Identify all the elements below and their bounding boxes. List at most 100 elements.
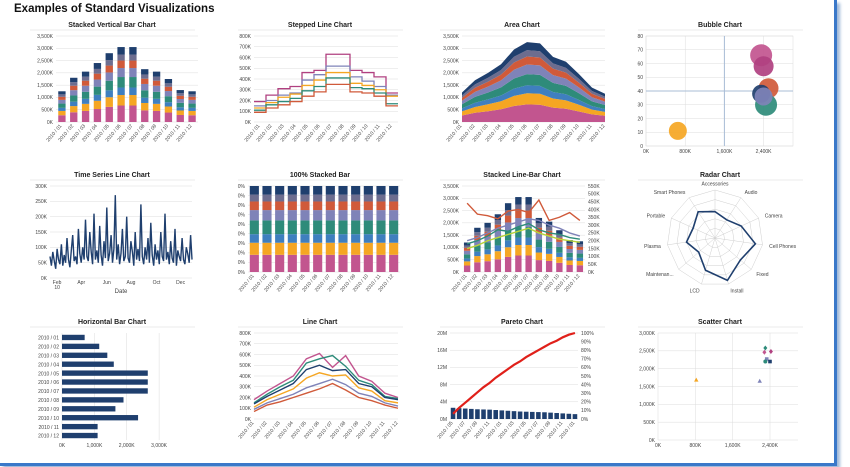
bar-segment — [105, 53, 113, 61]
bar-segment — [105, 65, 113, 73]
bar-segment — [474, 245, 481, 252]
bar-segment — [262, 234, 272, 243]
bar-segment — [363, 201, 373, 211]
bar-segment — [164, 91, 173, 97]
bar — [62, 379, 148, 385]
bar-segment — [287, 234, 297, 243]
radar-axis-label: Maintenan... — [646, 272, 674, 278]
bar-segment — [515, 237, 522, 246]
bar — [505, 410, 511, 419]
bar-segment — [275, 234, 285, 243]
bar-segment — [576, 265, 584, 272]
bar-segment — [376, 201, 386, 211]
x-tick-label: 2,000K — [119, 443, 136, 449]
bar-segment — [351, 210, 361, 221]
bar-segment — [129, 47, 137, 55]
bar-segment — [525, 255, 532, 272]
y-tick-label: 50% — [581, 374, 592, 380]
y-tick-label: 700K — [239, 342, 251, 348]
bar-segment — [576, 244, 584, 247]
y-tick-label: 0% — [238, 222, 246, 228]
x-tick-label: Apr — [77, 280, 85, 286]
bar-segment — [58, 107, 66, 111]
bar-segment — [545, 241, 553, 249]
y-tick-label: 0M — [440, 417, 447, 423]
bar-segment — [313, 194, 323, 202]
y-tick-label: 2010 / 07 — [38, 389, 59, 395]
radar-spoke — [667, 237, 716, 246]
bar-segment — [566, 252, 573, 258]
bar — [62, 423, 98, 430]
y-tick-label: 16M — [437, 348, 447, 354]
bar-segment — [129, 77, 137, 88]
bar-segment — [325, 186, 335, 195]
horizontal-bar-chart: Horizontal Bar Chart 0K 1,000K 2,000K 3,000K… — [30, 319, 195, 449]
bar-segment — [117, 60, 125, 69]
bar-segment — [300, 242, 310, 255]
y-tick-label: 1,500K — [443, 83, 460, 89]
bar-segment — [338, 210, 348, 221]
bar-segment — [70, 85, 78, 91]
pareto-chart: Pareto Chart 0M 4M 8M 12M 16M 20M 0% 10% 20% 30% 40… — [437, 319, 605, 440]
bar-segment — [566, 249, 573, 253]
radar-ring — [686, 208, 744, 266]
bar-segment — [249, 201, 259, 211]
bar-segment — [545, 226, 553, 231]
bar-segment — [93, 100, 102, 110]
bar-segment — [338, 234, 348, 243]
bar-segment — [287, 201, 297, 211]
bar-segment — [313, 186, 323, 195]
bar-segment — [188, 110, 196, 116]
chart-title: Stacked Vertical Bar Chart — [68, 22, 156, 29]
bar-segment — [58, 103, 66, 108]
bar-segment — [188, 99, 196, 104]
y-tick-label: 2,500K — [639, 349, 656, 355]
radar-axis-label: Cell Phones — [769, 244, 796, 250]
bar — [62, 397, 124, 403]
bar-segment — [249, 254, 259, 272]
bar-segment — [275, 210, 285, 221]
bar — [566, 413, 572, 419]
bar-segment — [325, 210, 335, 221]
radar-axis-label: Install — [730, 289, 743, 295]
bar — [560, 413, 566, 419]
bar-segment — [70, 101, 78, 107]
y-tick-label: 20 — [637, 116, 643, 122]
x-tick-label: Dec — [176, 280, 185, 286]
bar-segment — [376, 186, 386, 195]
y-tick-label: 400K — [588, 207, 600, 213]
bar-segment — [129, 60, 137, 69]
bar — [511, 411, 517, 419]
bar-segment — [129, 87, 137, 96]
x-tick-label: 2,400K — [756, 149, 773, 155]
y-tick-label: 12M — [437, 365, 447, 371]
scatter-chart: Scatter Chart 0K 500K 1,000K 1,500K 2,000K 2,5… — [638, 319, 803, 449]
chart-title: 100% Stacked Bar — [290, 172, 351, 179]
series-line — [254, 83, 398, 113]
y-tick-label: 3,000K — [37, 46, 54, 52]
x-tick-label: 1,000K — [86, 443, 103, 449]
bar-segment — [152, 71, 161, 77]
y-tick-label: 500K — [41, 108, 53, 114]
y-tick-label: 100K — [588, 254, 600, 260]
y-tick-label: 3,500K — [443, 184, 460, 190]
y-tick-label: 0K — [588, 270, 595, 276]
bar-segment — [275, 186, 285, 195]
cumulative-line — [452, 331, 576, 415]
bar-segment — [176, 93, 184, 96]
bar-segment — [576, 246, 584, 250]
y-tick-label: 0% — [238, 241, 246, 247]
bar-segment — [525, 218, 532, 228]
bar-segment — [152, 80, 161, 86]
bar-segment — [389, 220, 399, 235]
bar-segment — [363, 210, 373, 221]
bar-segment — [105, 80, 113, 91]
radar-axis-label: Portable — [647, 213, 666, 219]
radar-axis-label: Fixed — [756, 272, 768, 278]
y-tick-label: 450K — [588, 199, 600, 205]
bar-segment — [164, 86, 173, 92]
area-chart: Area Chart 0K 500K 1,000K 1,500K 2,000K 2,500K… — [440, 22, 607, 143]
bar-segment — [176, 99, 184, 103]
bar-segment — [484, 231, 491, 237]
bar-segment — [58, 110, 66, 116]
